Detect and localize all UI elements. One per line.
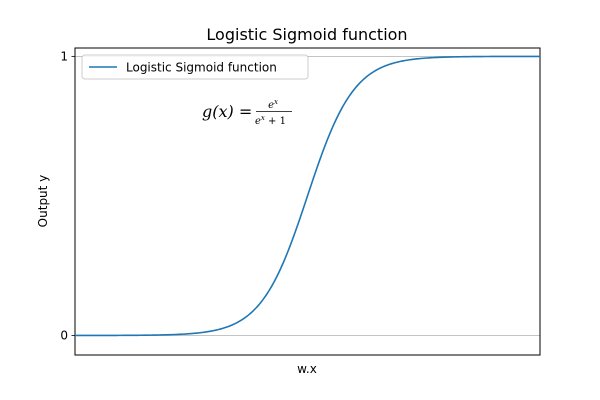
chart-title: Logistic Sigmoid function (206, 25, 407, 44)
formula-annotation: g(x) = ex ex + 1 (202, 98, 292, 127)
y-tick-label-0: 0 (60, 328, 68, 342)
y-axis-ticks: 01 (60, 49, 75, 342)
legend-box (81, 54, 309, 80)
y-tick-label-1: 1 (60, 49, 68, 63)
plot-area-frame (74, 47, 541, 356)
formula-fraction: ex ex + 1 (255, 98, 292, 127)
legend-label-sigmoid: Logistic Sigmoid function (126, 61, 277, 75)
series-line-sigmoid (75, 55, 540, 337)
formula-denominator: ex + 1 (255, 114, 286, 127)
x-axis-label: w.x (297, 362, 317, 376)
formula-numerator: ex (268, 98, 278, 111)
formula-lhs: g(x) = (202, 102, 252, 121)
legend: Logistic Sigmoid function (81, 54, 309, 80)
y-axis-label: Output y (36, 175, 50, 228)
